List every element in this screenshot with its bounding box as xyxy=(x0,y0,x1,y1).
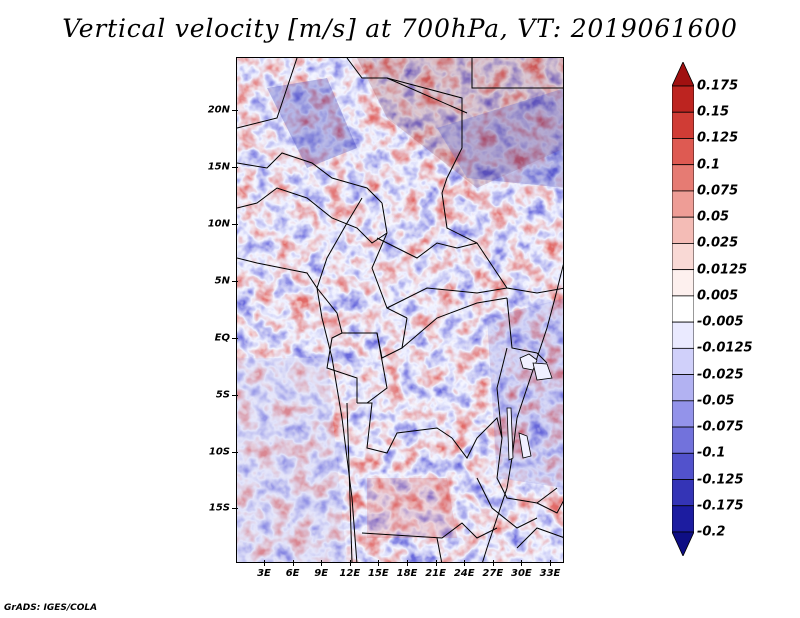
colorbar-segment xyxy=(672,426,694,454)
colorbar-label: 0.125 xyxy=(697,130,739,146)
colorbar-segment xyxy=(672,269,694,297)
lon-label: 24E xyxy=(453,568,475,579)
vertical-velocity-field xyxy=(237,58,563,562)
map-panel xyxy=(236,57,564,563)
lon-label: 15E xyxy=(368,568,389,579)
lon-tick xyxy=(349,560,351,566)
lat-tick xyxy=(232,224,238,225)
coastline xyxy=(237,257,563,562)
colorbar xyxy=(672,62,694,556)
lat-label: 15N xyxy=(207,161,230,173)
colorbar-label: 0.025 xyxy=(697,235,739,251)
lat-tick xyxy=(232,281,238,282)
colorbar-segment xyxy=(672,295,694,323)
country-borders xyxy=(237,58,563,562)
colorbar-label: 0.175 xyxy=(697,78,739,94)
lat-tick xyxy=(232,395,238,396)
lat-tick xyxy=(232,452,238,453)
lon-label: 21E xyxy=(425,568,446,579)
lon-label: 33E xyxy=(539,568,561,579)
lat-label: EQ xyxy=(214,332,230,344)
colorbar-segment xyxy=(672,321,694,349)
colorbar-segment xyxy=(672,400,694,428)
lat-label: 5S xyxy=(215,389,230,401)
colorbar-label: -0.1 xyxy=(697,445,726,461)
colorbar-segment xyxy=(672,243,694,271)
lat-tick xyxy=(232,167,238,168)
lon-tick xyxy=(292,560,294,566)
lat-label: 10S xyxy=(208,446,230,458)
lon-tick xyxy=(407,560,408,566)
colorbar-label: -0.025 xyxy=(697,367,744,383)
lon-tick xyxy=(464,560,466,566)
lon-tick xyxy=(521,560,523,566)
plot-title: Vertical velocity [m/s] at 700hPa, VT: 2… xyxy=(62,14,738,43)
colorbar-label: 0.005 xyxy=(697,288,739,304)
colorbar-label: -0.005 xyxy=(697,314,744,330)
colorbar-label: -0.0125 xyxy=(697,340,753,356)
colorbar-label: -0.075 xyxy=(697,419,744,435)
lon-label: 18E xyxy=(396,568,418,579)
colorbar-segment xyxy=(672,505,694,533)
lon-label: 27E xyxy=(482,568,504,579)
colorbar-segment xyxy=(672,452,694,480)
colorbar-segment xyxy=(672,531,694,556)
lon-label: 3E xyxy=(257,568,271,579)
colorbar-segment xyxy=(672,164,694,192)
grads-credit: GrADS: IGES/COLA xyxy=(4,603,98,613)
colorbar-label: 0.1 xyxy=(697,157,721,173)
lon-label: 30E xyxy=(511,568,532,579)
lat-label: 15S xyxy=(208,502,230,514)
lon-tick xyxy=(264,560,265,566)
lon-label: 9E xyxy=(314,568,329,579)
colorbar-label: 0.05 xyxy=(697,209,730,225)
lat-tick xyxy=(232,110,238,111)
colorbar-segment xyxy=(672,479,694,507)
colorbar-label: 0.075 xyxy=(697,183,739,199)
lat-label: 10N xyxy=(207,218,230,230)
colorbar-label: -0.125 xyxy=(697,472,744,488)
colorbar-segment xyxy=(672,347,694,375)
lon-tick xyxy=(550,560,551,566)
lat-tick xyxy=(232,338,238,339)
colorbar-segment xyxy=(672,62,694,87)
lat-label: 20N xyxy=(207,104,230,116)
lon-label: 6E xyxy=(285,568,300,579)
lon-tick xyxy=(492,560,494,566)
colorbar-segment xyxy=(672,216,694,244)
colorbar-segment xyxy=(672,111,694,139)
lat-tick xyxy=(232,508,238,509)
lon-tick xyxy=(321,560,323,566)
colorbar-label: -0.2 xyxy=(697,524,726,540)
colorbar-segment xyxy=(672,138,694,166)
colorbar-segment xyxy=(672,85,694,113)
colorbar-label: -0.05 xyxy=(697,393,735,409)
colorbar-label: -0.175 xyxy=(697,498,744,514)
colorbar-label: 0.15 xyxy=(697,104,730,120)
lon-tick xyxy=(435,560,437,566)
lat-label: 5N xyxy=(214,275,230,287)
lakes xyxy=(506,353,553,461)
colorbar-segment xyxy=(672,374,694,402)
lon-tick xyxy=(378,560,380,566)
lon-label: 12E xyxy=(339,568,361,579)
colorbar-label: 0.0125 xyxy=(697,262,748,278)
colorbar-segment xyxy=(672,190,694,218)
